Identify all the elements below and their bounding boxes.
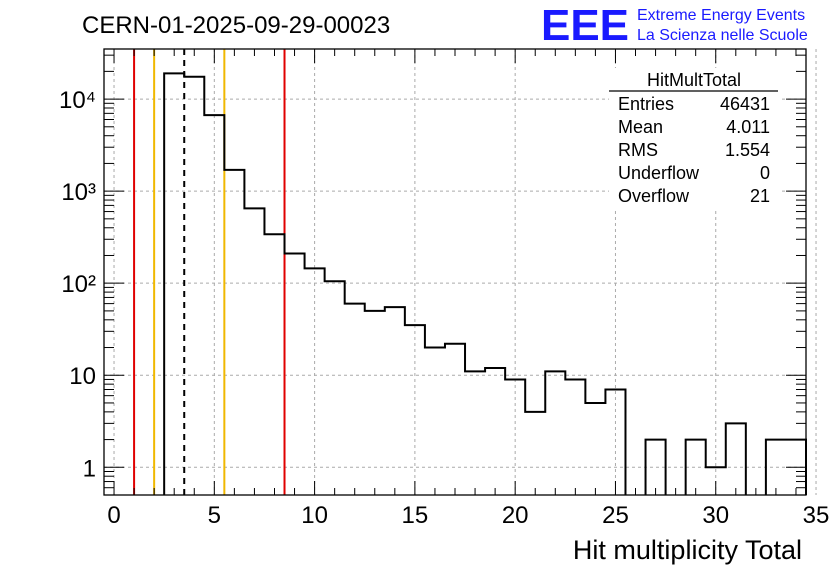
stats-title: HitMultTotal xyxy=(647,70,741,90)
stats-value: 4.011 xyxy=(726,117,770,137)
eee-logo: EEE Extreme Energy Events La Scienza nel… xyxy=(541,1,808,50)
stats-box-background xyxy=(609,68,780,210)
y-axis-ticks: 1 10 10² 10³ 10⁴ xyxy=(59,54,806,496)
stats-value: 1.554 xyxy=(725,140,770,160)
y-tick-label: 10² xyxy=(61,271,96,298)
x-tick-label: 35 xyxy=(803,502,830,529)
x-tick-label: 10 xyxy=(301,502,328,529)
stats-label: Mean xyxy=(618,117,663,137)
stats-rows: Entries 46431 Mean 4.011 RMS 1.554 Underflow 0 O… xyxy=(618,94,770,206)
stats-value: 0 xyxy=(760,163,770,183)
logo-line-2: La Scienza nelle Scuole xyxy=(637,27,808,44)
x-tick-label: 5 xyxy=(208,502,221,529)
x-tick-label: 25 xyxy=(602,502,629,529)
x-axis-ticks: 0 5 10 15 20 25 30 35 xyxy=(107,49,829,529)
x-tick-label: 20 xyxy=(502,502,529,529)
stats-value: 21 xyxy=(750,186,770,206)
stats-label: RMS xyxy=(618,140,658,160)
stats-label: Overflow xyxy=(618,186,690,206)
histogram-outline xyxy=(163,72,807,495)
stats-label: Entries xyxy=(618,94,674,114)
plot-area: 0 5 10 15 20 25 30 35 1 10 10² 10³ 10⁴ xyxy=(59,48,829,529)
y-tick-label: 10⁴ xyxy=(59,87,96,114)
stats-box: HitMultTotal Entries 46431 Mean 4.011 RMS 1.5… xyxy=(609,68,780,210)
logo-line-1: Extreme Energy Events xyxy=(637,7,805,24)
x-axis-title: Hit multiplicity Total xyxy=(573,535,802,565)
x-tick-label: 0 xyxy=(107,502,120,529)
y-tick-label: 10³ xyxy=(61,179,96,206)
y-tick-label: 1 xyxy=(83,455,96,482)
stats-label: Underflow xyxy=(618,163,700,183)
x-tick-label: 15 xyxy=(402,502,429,529)
y-tick-label: 10 xyxy=(69,363,96,390)
logo-eee: EEE xyxy=(541,1,629,50)
x-tick-label: 30 xyxy=(702,502,729,529)
run-title: CERN-01-2025-09-29-00023 xyxy=(82,12,390,39)
stats-value: 46431 xyxy=(720,94,770,114)
